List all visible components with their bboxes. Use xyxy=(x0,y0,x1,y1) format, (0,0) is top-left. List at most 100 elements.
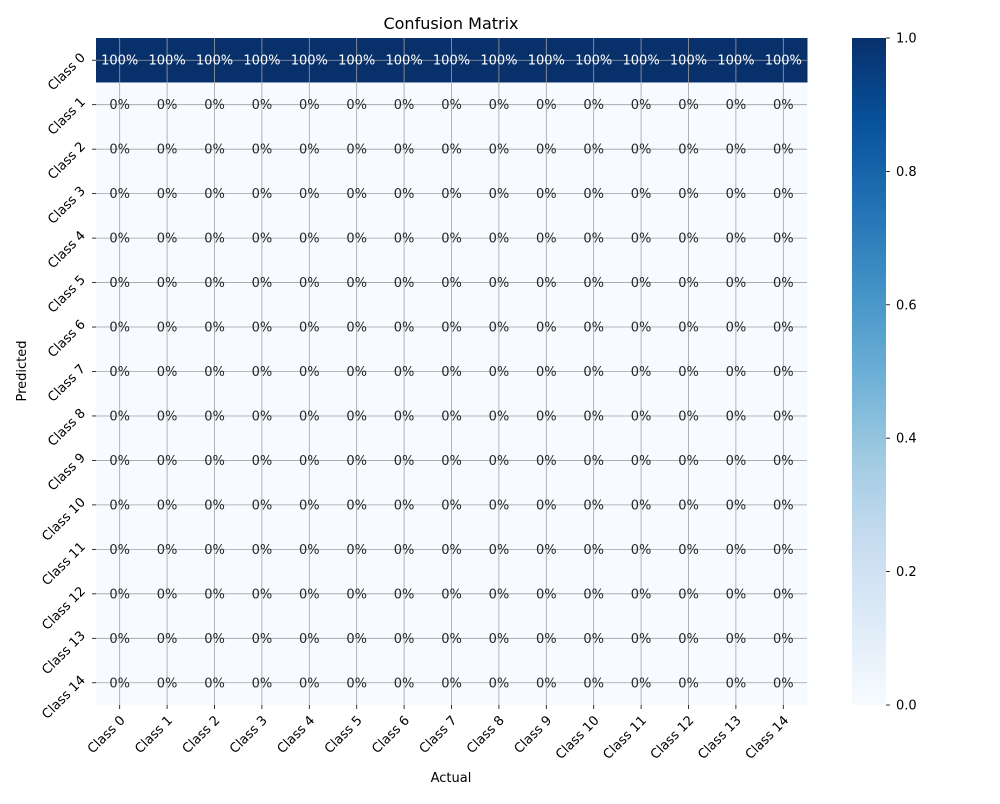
cell-annotation: 0% xyxy=(489,232,510,247)
cell-annotation: 0% xyxy=(678,321,699,336)
cell-annotation: 0% xyxy=(157,676,178,691)
chart-title: Confusion Matrix xyxy=(383,14,518,33)
cell-annotation: 0% xyxy=(394,632,415,647)
y-tick-label: Class 7 xyxy=(45,362,89,406)
cell-annotation: 0% xyxy=(631,365,652,380)
cell-annotation: 0% xyxy=(346,365,367,380)
cell-annotation: 0% xyxy=(157,187,178,202)
x-tick-label: Class 4 xyxy=(275,713,319,757)
cell-annotation: 0% xyxy=(583,276,604,291)
cell-annotation: 0% xyxy=(157,365,178,380)
cell-annotation: 0% xyxy=(726,365,747,380)
cell-annotation: 0% xyxy=(631,232,652,247)
cell-annotation: 0% xyxy=(346,587,367,602)
cell-annotation: 0% xyxy=(394,187,415,202)
x-tick-label: Class 2 xyxy=(180,713,224,757)
y-tick-label: Class 12 xyxy=(39,584,88,633)
cell-annotation: 0% xyxy=(726,632,747,647)
cell-annotation: 0% xyxy=(773,232,794,247)
cell-annotation: 0% xyxy=(678,232,699,247)
cell-annotation: 0% xyxy=(252,543,273,558)
x-tick-label: Class 14 xyxy=(743,713,792,762)
x-tick-label: Class 5 xyxy=(322,713,366,757)
y-tick-label: Class 10 xyxy=(39,495,88,544)
cell-annotation: 0% xyxy=(536,498,557,513)
cell-annotation: 0% xyxy=(346,632,367,647)
y-tick-label: Class 11 xyxy=(39,540,88,589)
cell-annotation: 0% xyxy=(773,276,794,291)
cell-annotation: 0% xyxy=(631,632,652,647)
cell-annotation: 0% xyxy=(773,409,794,424)
cell-annotation: 0% xyxy=(441,232,462,247)
cell-annotation: 100% xyxy=(386,54,423,69)
cell-annotation: 0% xyxy=(394,454,415,469)
cell-annotation: 0% xyxy=(536,543,557,558)
cell-annotation: 0% xyxy=(583,143,604,158)
cell-annotation: 0% xyxy=(157,143,178,158)
cell-annotation: 0% xyxy=(536,187,557,202)
x-tick-label: Class 0 xyxy=(85,713,129,757)
cell-annotation: 0% xyxy=(773,454,794,469)
cell-annotation: 0% xyxy=(109,143,130,158)
cell-annotation: 0% xyxy=(252,276,273,291)
cell-annotation: 0% xyxy=(489,498,510,513)
cell-annotation: 0% xyxy=(204,232,225,247)
cell-annotation: 0% xyxy=(631,676,652,691)
cell-annotation: 0% xyxy=(157,409,178,424)
cell-annotation: 0% xyxy=(536,587,557,602)
cell-annotation: 0% xyxy=(157,632,178,647)
cell-annotation: 0% xyxy=(441,498,462,513)
x-tick-label: Class 13 xyxy=(695,713,744,762)
cell-annotation: 0% xyxy=(678,143,699,158)
cell-annotation: 100% xyxy=(575,54,612,69)
cell-annotation: 100% xyxy=(196,54,233,69)
cell-annotation: 0% xyxy=(583,587,604,602)
colorbar xyxy=(852,38,886,705)
cell-annotation: 0% xyxy=(109,276,130,291)
cell-annotation: 0% xyxy=(441,454,462,469)
cell-annotation: 0% xyxy=(109,498,130,513)
cell-annotation: 0% xyxy=(583,676,604,691)
cell-annotation: 0% xyxy=(157,321,178,336)
colorbar-tick-label: 0.8 xyxy=(896,165,917,180)
cell-annotation: 0% xyxy=(394,676,415,691)
cell-annotation: 0% xyxy=(773,187,794,202)
cell-annotation: 0% xyxy=(583,632,604,647)
cell-annotation: 0% xyxy=(489,543,510,558)
cell-annotation: 0% xyxy=(252,321,273,336)
x-axis-label: Actual xyxy=(431,771,472,786)
colorbar-tick-label: 1.0 xyxy=(896,32,917,47)
cell-annotation: 0% xyxy=(678,98,699,113)
cell-annotation: 0% xyxy=(299,187,320,202)
cell-annotation: 100% xyxy=(717,54,754,69)
cell-annotation: 0% xyxy=(583,454,604,469)
cell-annotation: 0% xyxy=(536,365,557,380)
y-tick-label: Class 9 xyxy=(45,451,89,495)
cell-annotation: 0% xyxy=(109,454,130,469)
cell-annotation: 0% xyxy=(252,409,273,424)
cell-annotation: 0% xyxy=(678,187,699,202)
cell-annotation: 0% xyxy=(726,321,747,336)
cell-annotation: 0% xyxy=(489,321,510,336)
cell-annotation: 0% xyxy=(394,409,415,424)
cell-annotation: 0% xyxy=(204,454,225,469)
cell-annotation: 0% xyxy=(299,587,320,602)
cell-annotation: 0% xyxy=(678,409,699,424)
cell-annotation: 0% xyxy=(583,543,604,558)
heatmap-grid xyxy=(96,38,807,705)
cell-annotation: 0% xyxy=(346,98,367,113)
cell-annotation: 0% xyxy=(204,676,225,691)
cell-annotation: 0% xyxy=(773,587,794,602)
y-tick-label: Class 4 xyxy=(45,228,89,272)
cell-annotation: 0% xyxy=(536,143,557,158)
cell-annotation: 0% xyxy=(346,143,367,158)
cell-annotation: 0% xyxy=(773,321,794,336)
cell-annotation: 0% xyxy=(441,543,462,558)
cell-annotation: 0% xyxy=(489,587,510,602)
colorbar-tick-label: 0.0 xyxy=(896,699,917,714)
cell-annotation: 0% xyxy=(726,143,747,158)
cell-annotation: 0% xyxy=(489,632,510,647)
cell-annotation: 0% xyxy=(299,543,320,558)
cell-annotation: 0% xyxy=(346,676,367,691)
